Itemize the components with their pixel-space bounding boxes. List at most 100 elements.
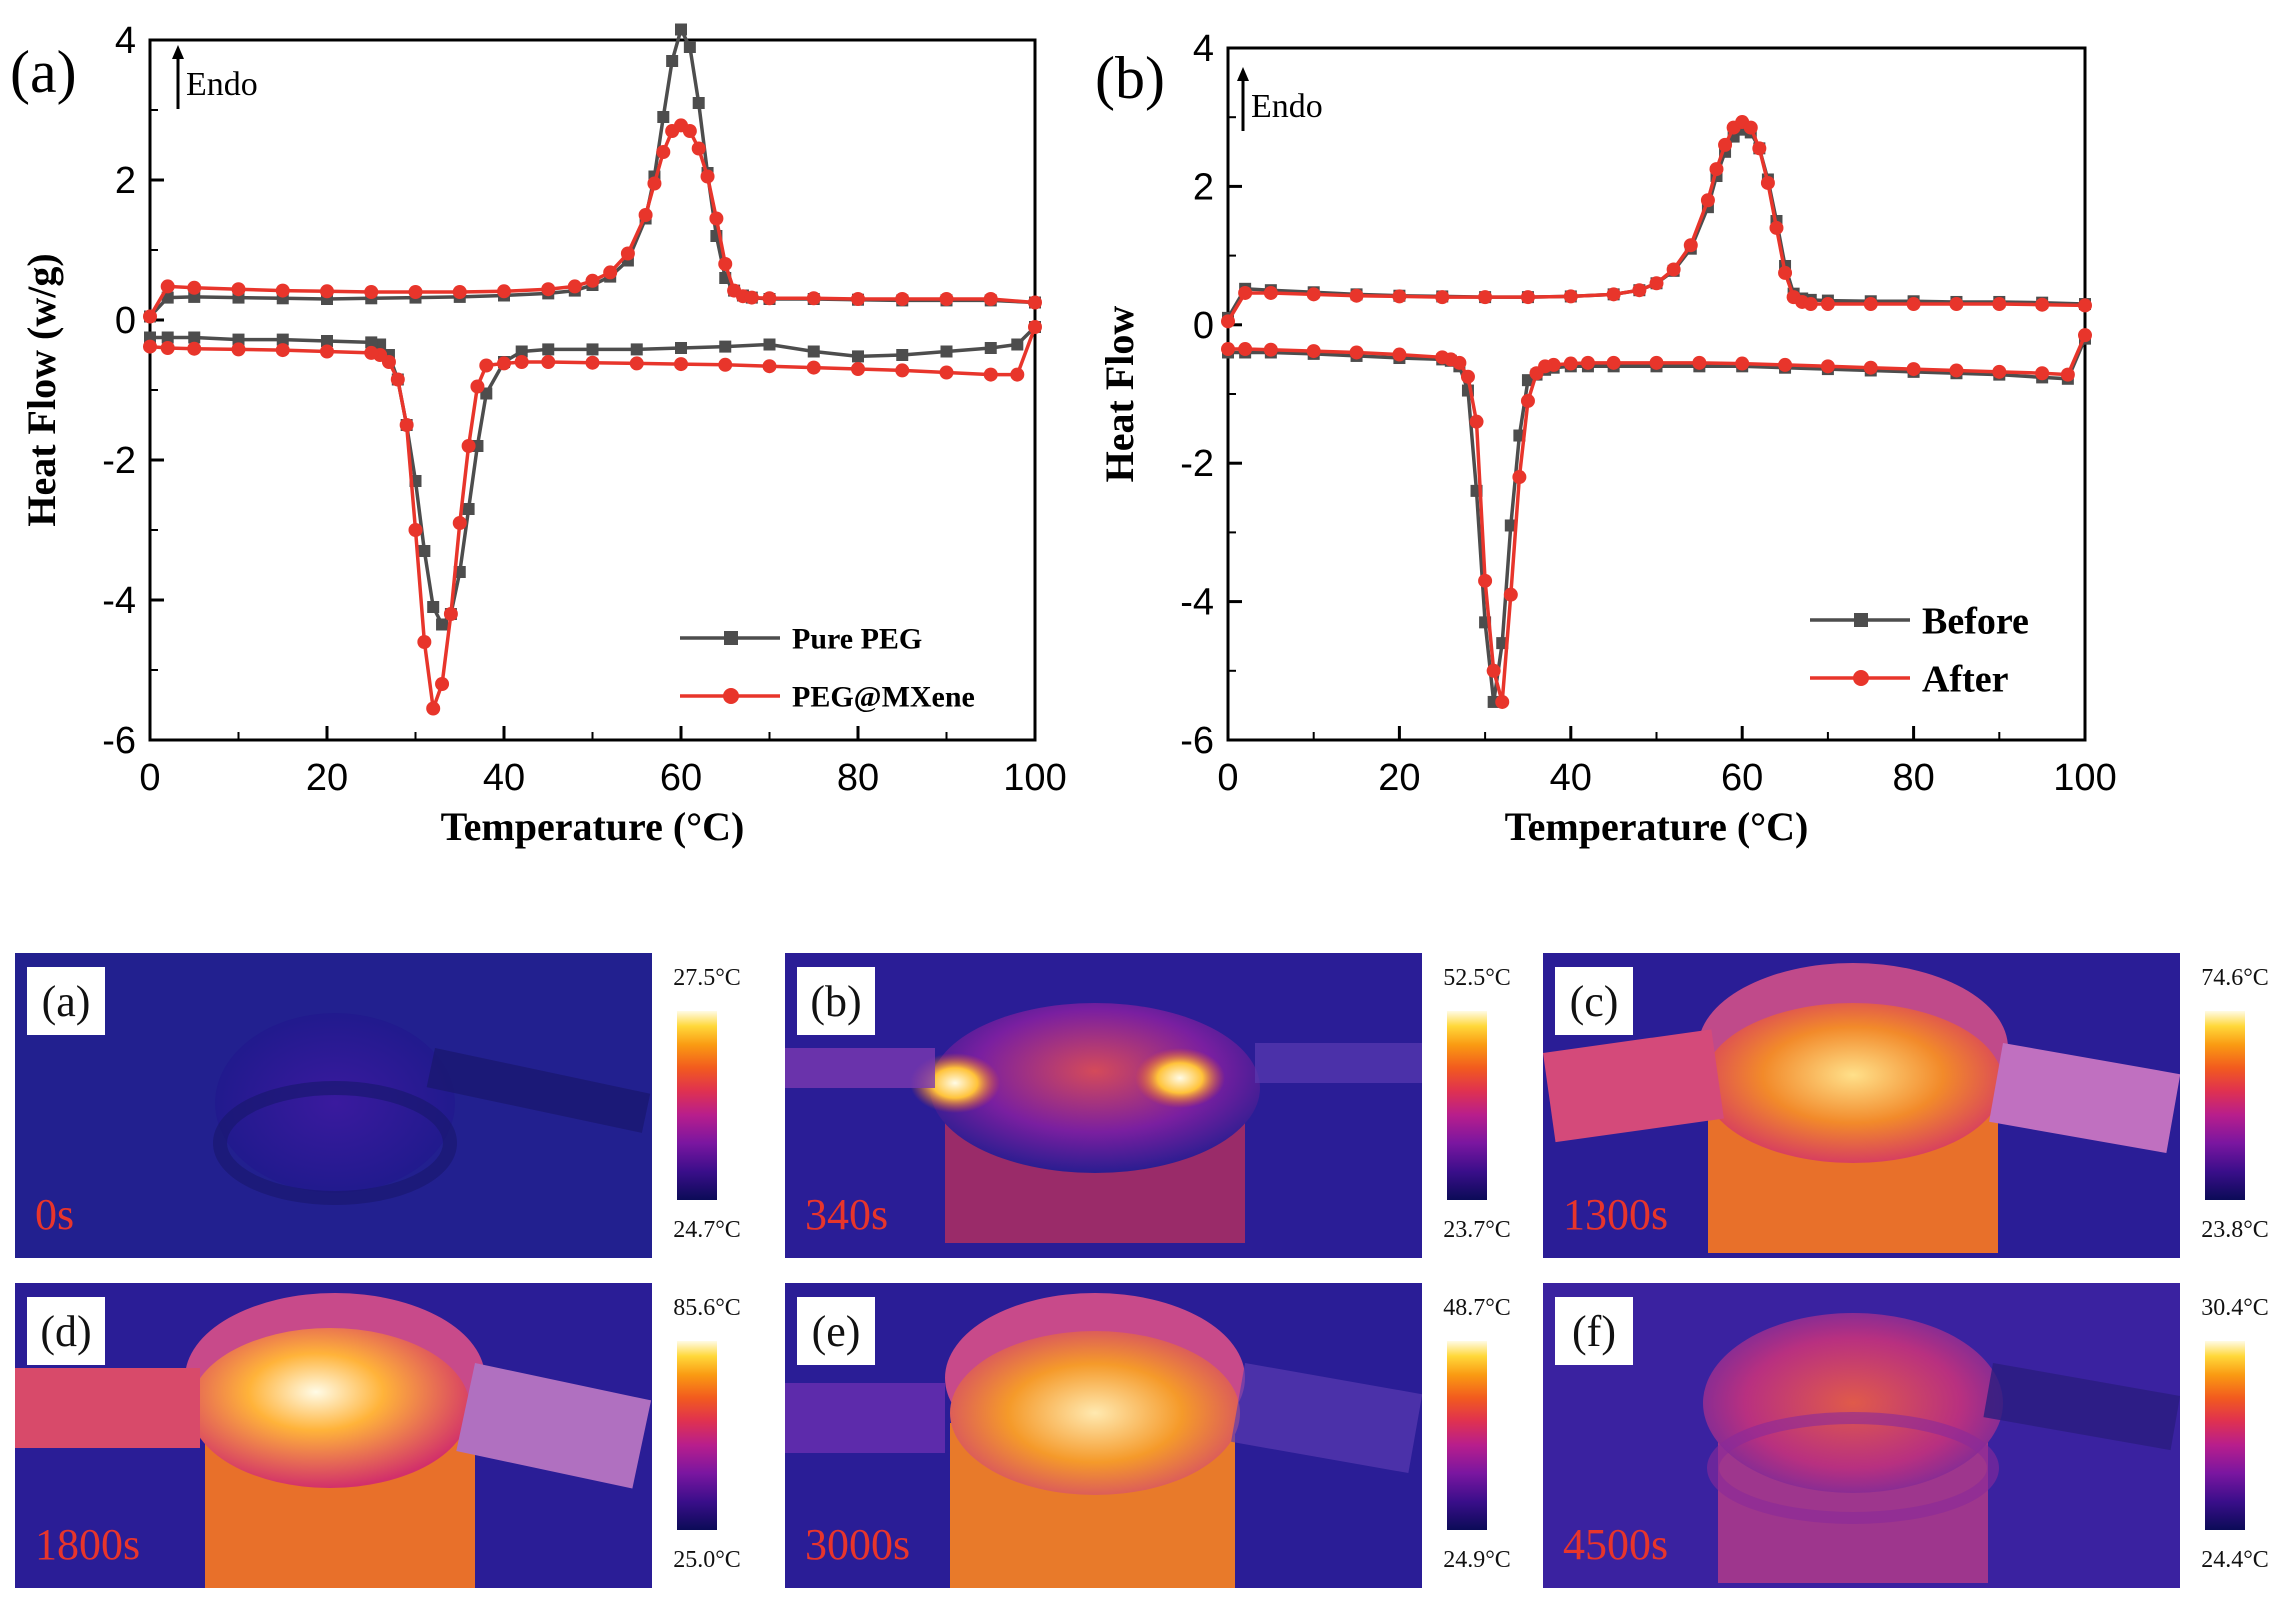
x-tick-label: 0 [1217, 757, 1238, 799]
time-label: 340s [805, 1190, 889, 1239]
data-point [691, 141, 706, 156]
x-tick-label: 40 [483, 757, 525, 799]
data-point [2078, 298, 2092, 313]
data-point [1263, 285, 1278, 300]
color-bar-max: 30.4°C [2201, 1295, 2269, 1321]
data-point [1486, 663, 1501, 678]
color-bar: 85.6°C 25.0°C [652, 1283, 762, 1588]
data-point [1221, 342, 1235, 357]
time-label: 3000s [805, 1520, 911, 1569]
color-bar-gradient [2205, 1011, 2245, 1200]
x-tick-label: 100 [2053, 757, 2116, 799]
data-point [1803, 297, 1818, 312]
color-bar: 30.4°C 24.4°C [2180, 1283, 2290, 1588]
data-point [852, 350, 864, 363]
data-point [1392, 347, 1407, 362]
data-point [143, 309, 157, 324]
data-point [851, 362, 865, 376]
data-point [1520, 393, 1535, 408]
data-point [851, 292, 865, 306]
data-point [1735, 356, 1750, 371]
panel-label: (d) [27, 1297, 105, 1365]
legend-label: Before [1922, 600, 2029, 642]
data-point [895, 363, 910, 378]
data-point [1503, 587, 1518, 602]
data-point [408, 523, 423, 537]
x-tick-label: 40 [1550, 757, 1592, 799]
chart-b: 0 20 40 60 80 100 -6 -4 -2 0 2 4 Temperature (°C) Hea… [1095, 28, 2117, 849]
data-point [1769, 220, 1784, 235]
data-point [807, 345, 820, 358]
data-point [480, 387, 493, 400]
data-point [1306, 344, 1321, 359]
thermal-photo [785, 1283, 1422, 1588]
data-point [364, 345, 379, 360]
data-point [1495, 694, 1510, 709]
data-point [682, 124, 697, 138]
data-point [452, 516, 467, 530]
data-point [744, 290, 759, 305]
data-point [161, 331, 174, 344]
data-point [1349, 288, 1364, 303]
data-point [666, 55, 679, 67]
data-point [1632, 283, 1647, 298]
x-axis-label: Temperature (°C) [1505, 804, 1809, 849]
panel-label: (e) [797, 1297, 875, 1365]
y-tick-label: -4 [1180, 582, 1214, 624]
data-point [895, 292, 910, 306]
data-point [983, 292, 998, 306]
data-point [1692, 355, 1707, 370]
data-point [1700, 193, 1715, 208]
y-tick-label: 4 [1193, 28, 1214, 70]
data-point [390, 372, 405, 387]
data-point [1743, 120, 1758, 135]
data-point [1010, 367, 1025, 382]
data-point [275, 283, 290, 298]
data-point [232, 333, 245, 346]
data-point [2035, 366, 2050, 381]
data-point [417, 635, 432, 649]
legend-marker [723, 688, 739, 704]
y-tick-label: -6 [1180, 720, 1214, 762]
x-tick-label: 60 [660, 757, 702, 799]
color-bar-min: 24.7°C [673, 1217, 741, 1243]
data-point [436, 618, 449, 631]
thermal-image-c: (c) 1300s 74.6°C 23.8°C [1543, 953, 2290, 1258]
data-point [497, 284, 511, 299]
data-point [231, 342, 246, 357]
endo-arrowhead-icon [172, 45, 184, 59]
x-axis-label: Temperature (°C) [441, 804, 745, 849]
data-point [1820, 297, 1835, 312]
data-point [718, 257, 733, 271]
series-after [1221, 115, 2092, 709]
data-point [1435, 350, 1450, 365]
data-point [515, 345, 528, 358]
data-point [1906, 297, 1921, 312]
series-line-cooling [1228, 334, 2087, 703]
data-point [1529, 366, 1544, 381]
data-point [675, 23, 687, 36]
time-label: 1800s [35, 1520, 141, 1569]
data-point [718, 357, 733, 372]
data-point [1478, 290, 1493, 305]
series-peg-mxene [143, 118, 1042, 716]
data-point [1028, 320, 1042, 334]
data-point [275, 343, 290, 358]
data-point [542, 343, 555, 356]
panel-label: (c) [1555, 967, 1633, 1035]
data-point [1752, 141, 1767, 156]
data-point [675, 342, 687, 354]
panel-label: (b) [797, 967, 875, 1035]
legend-label: Pure PEG [792, 623, 922, 656]
data-point [709, 211, 724, 226]
data-point [1028, 295, 1042, 310]
thermal-image-b: (b) 340s 52.5°C 23.7°C [785, 953, 1532, 1258]
color-bar-max: 27.5°C [673, 965, 741, 991]
x-tick-label: 100 [1003, 757, 1066, 799]
data-point [1666, 262, 1681, 277]
color-bar-max: 48.7°C [1443, 1295, 1511, 1321]
legend-marker [1853, 670, 1869, 686]
thermal-image-f: (f) 4500s 30.4°C 24.4°C [1543, 1283, 2290, 1588]
x-tick-label: 0 [139, 757, 160, 799]
